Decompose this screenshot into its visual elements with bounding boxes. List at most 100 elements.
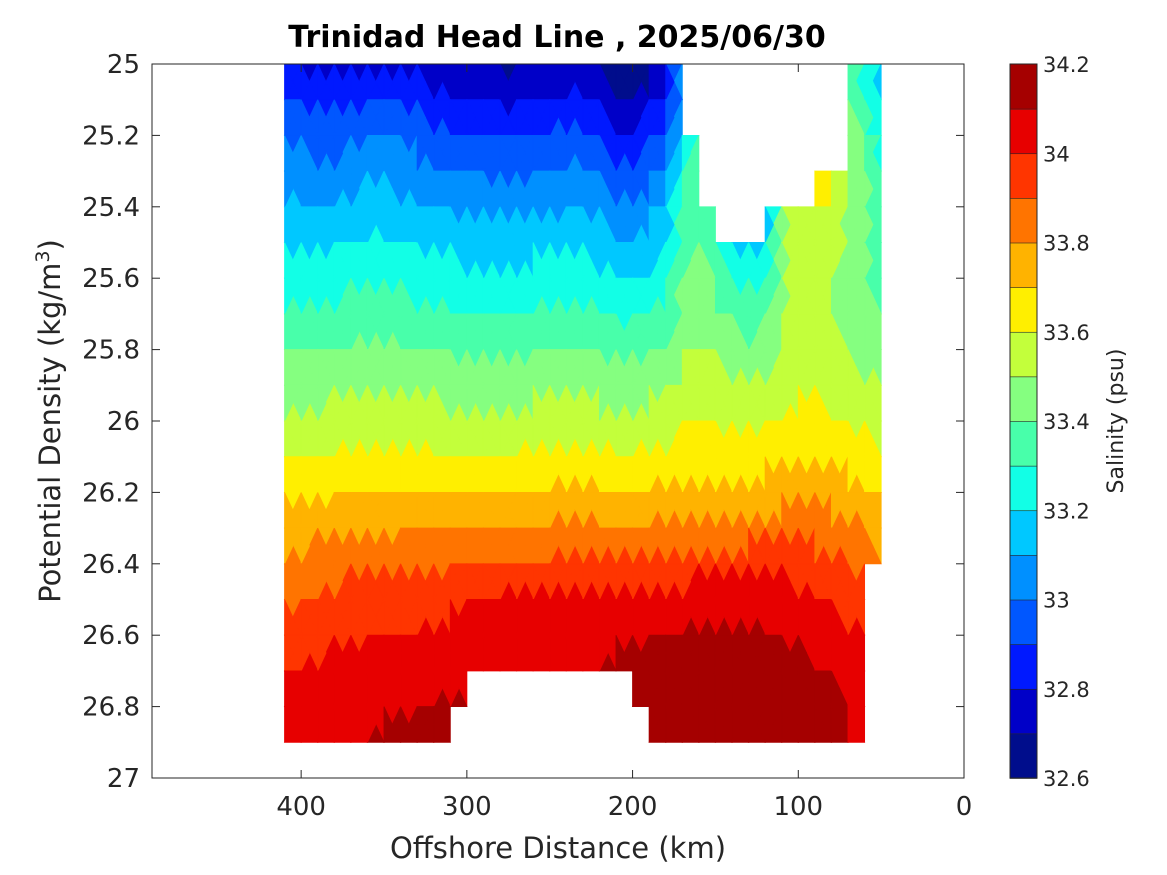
contour-cell	[665, 599, 675, 636]
contour-cell	[482, 385, 493, 422]
contour-cell	[698, 670, 708, 707]
colorbar-swatch	[1009, 420, 1038, 467]
y-tick-label: 26.4	[82, 550, 140, 580]
contour-cell	[565, 278, 576, 315]
contour-cell	[499, 99, 509, 136]
contour-cell	[748, 492, 758, 529]
contour-cell	[466, 385, 476, 422]
contour-cell	[748, 599, 758, 636]
contour-cell	[814, 563, 824, 600]
contour-cell	[499, 206, 509, 243]
contour-cell	[847, 99, 857, 136]
y-tick-label: 25.6	[82, 264, 140, 294]
contour-cell	[350, 278, 360, 315]
contour-cell	[665, 670, 675, 707]
contour-cell	[781, 349, 791, 386]
contour-cell	[748, 706, 758, 743]
contour-cell	[416, 278, 426, 315]
contour-cell	[366, 527, 377, 564]
contour-cell	[714, 242, 725, 279]
contour-cell	[565, 242, 576, 279]
contour-cell	[383, 599, 393, 636]
contour-cell	[698, 456, 708, 493]
contour-cell	[516, 492, 526, 529]
contour-cell	[433, 278, 443, 315]
contour-cell	[549, 527, 559, 564]
contour-cell	[350, 135, 360, 172]
contour-cell	[665, 563, 675, 600]
contour-cell	[333, 527, 344, 564]
contour-cell	[300, 670, 310, 707]
contour-cell	[864, 135, 874, 172]
contour-cell	[366, 242, 377, 279]
contour-cell	[582, 135, 592, 172]
contour-cell	[598, 349, 609, 386]
contour-cell	[698, 706, 708, 743]
contour-cell	[383, 670, 393, 707]
contour-cell	[764, 492, 774, 529]
contour-cell	[714, 635, 725, 672]
contour-cell	[333, 670, 344, 707]
contour-cell	[797, 349, 808, 386]
contour-cell	[797, 527, 808, 564]
contour-cell	[499, 492, 509, 529]
contour-cell	[565, 420, 576, 457]
contour-cell	[532, 278, 542, 315]
contour-cell	[864, 63, 874, 100]
contour-cell	[416, 135, 426, 172]
contour-cell	[416, 242, 426, 279]
contour-cell	[698, 278, 708, 315]
contour-cell	[300, 313, 310, 350]
contour-cell	[814, 527, 824, 564]
colorbar-swatch	[1009, 509, 1038, 556]
contour-cell	[366, 349, 377, 386]
contour-cell	[400, 420, 410, 457]
contour-cell	[565, 99, 576, 136]
contour-cell	[532, 206, 542, 243]
contour-cell	[284, 278, 294, 315]
contour-cell	[333, 563, 344, 600]
contour-cell	[648, 63, 658, 100]
contour-cell	[714, 349, 725, 386]
contour-cell	[598, 599, 609, 636]
contour-cell	[681, 170, 692, 207]
contour-cell	[433, 349, 443, 386]
contour-cell	[764, 349, 774, 386]
contour-cell	[400, 242, 410, 279]
contour-cell	[781, 563, 791, 600]
contour-cell	[350, 706, 360, 743]
contour-cell	[615, 99, 625, 136]
contour-cell	[516, 135, 526, 172]
contour-cell	[350, 242, 360, 279]
contour-cell	[333, 206, 344, 243]
contour-cell	[781, 599, 791, 636]
contour-cell	[366, 635, 377, 672]
contour-cell	[632, 242, 642, 279]
contour-cell	[665, 170, 675, 207]
contour-cell	[300, 527, 310, 564]
contour-cell	[714, 492, 725, 529]
contour-cell	[482, 206, 493, 243]
contour-cell	[549, 135, 559, 172]
contour-cell	[317, 599, 327, 636]
contour-cell	[847, 135, 857, 172]
contour-cell	[284, 385, 294, 422]
contour-cell	[632, 492, 642, 529]
contour-cell	[830, 527, 841, 564]
contour-cell	[333, 635, 344, 672]
contour-cell	[615, 313, 625, 350]
contour-cell	[698, 599, 708, 636]
contour-cell	[449, 242, 460, 279]
contour-cell	[433, 563, 443, 600]
contour-cell	[333, 170, 344, 207]
contour-cell	[731, 278, 741, 315]
contour-cell	[615, 635, 625, 672]
contour-cell	[383, 170, 393, 207]
contour-cell	[781, 206, 791, 243]
contour-cell	[582, 492, 592, 529]
contour-cell	[598, 492, 609, 529]
contour-cell	[333, 278, 344, 315]
contour-cell	[565, 385, 576, 422]
contour-cell	[847, 706, 857, 743]
